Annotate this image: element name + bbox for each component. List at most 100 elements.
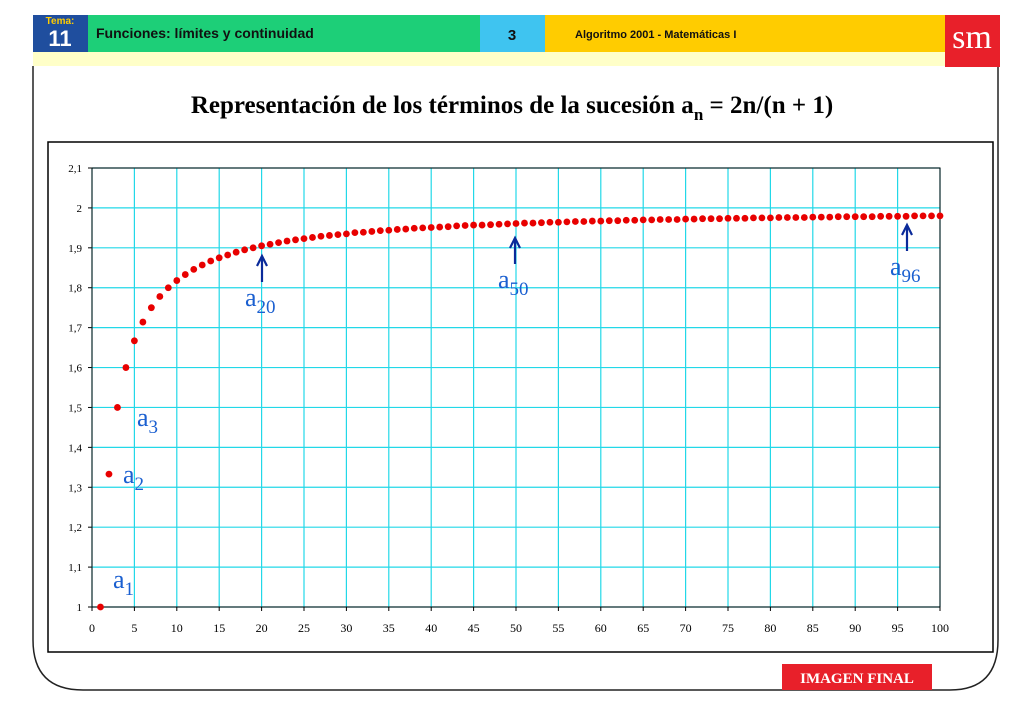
point [809,213,817,221]
point [461,222,469,229]
footer-box [782,664,932,690]
point [682,215,689,223]
point [181,271,189,278]
y-tick-label: 1,9 [68,243,82,255]
x-tick-label: 40 [425,621,437,635]
point [368,228,376,235]
slide-frame [32,66,999,691]
point [343,230,350,238]
point [826,213,834,221]
y-tick-label: 1,3 [68,482,82,494]
point [919,212,927,220]
point [478,221,486,229]
annotation: a2 [123,460,144,495]
point [292,236,299,244]
annotation-text: a [245,283,257,312]
point [563,218,571,226]
point [97,603,104,611]
point [453,222,461,230]
x-tick-label: 85 [807,621,819,635]
x-tick-label: 20 [256,621,268,635]
annotation-text: a [113,565,125,594]
annotation-sub: 50 [510,279,529,300]
x-tick-label: 25 [298,621,310,635]
point [444,223,452,231]
y-tick-label: 1,6 [68,363,82,375]
point [699,215,706,223]
point [902,212,910,220]
point [147,304,155,312]
y-tick-label: 1,1 [68,562,82,574]
point [571,218,579,225]
point [656,216,664,223]
point [122,364,130,371]
y-tick-label: 2 [77,203,83,215]
tema-number: 11 [48,26,71,51]
annotation-sub: 96 [902,266,921,287]
point [410,224,418,232]
point [207,257,215,265]
annotation: a20 [245,283,276,318]
point [427,224,435,231]
point [597,217,605,225]
annotation-arrowhead [901,222,913,236]
point [546,218,554,226]
title-rest: = 2n/(n + 1) [703,92,833,119]
point [393,226,401,233]
book: Algoritmo 2001 - Matemáticas I [575,29,736,41]
x-tick-label: 75 [722,621,734,635]
title-main: Representación de los términos de la suc… [191,92,694,119]
page-box [480,15,545,52]
point [487,221,494,229]
x-tick-label: 70 [680,621,692,635]
point [750,214,757,222]
annotation: a96 [890,252,921,287]
y-tick-label: 1,2 [68,522,82,534]
book-box [545,15,945,52]
point [792,214,800,221]
x-tick-label: 45 [468,621,480,635]
point [555,218,562,226]
point [495,220,503,228]
tema-box [33,15,88,52]
point [936,212,944,220]
y-tick-label: 1,8 [68,283,82,295]
x-tick-label: 80 [764,621,776,635]
point [326,232,333,239]
point [198,261,206,269]
y-tick-label: 1 [77,602,83,614]
y-tick-label: 1,7 [68,323,82,335]
point [928,212,935,220]
page-number: 3 [508,27,516,44]
point [843,213,851,221]
plot: 1 1,1 1,2 1,3 1,4 1,5 1,6 1,7 1,8 1,9 2 2,1 0 5 10 15 20… [68,163,949,635]
point [190,265,198,273]
x-tick-label: 50 [510,621,522,635]
logo: sm [952,19,992,56]
point [614,217,622,225]
point [834,213,842,221]
point [300,235,308,243]
point [529,219,537,227]
x-tick-label: 65 [637,621,649,635]
point [283,237,291,245]
point [775,214,783,221]
point [724,214,732,222]
point [309,234,316,241]
x-tick-label: 10 [171,621,183,635]
annotation: a50 [498,265,529,300]
annotation-arrowhead [256,253,268,267]
point [232,248,240,256]
point [639,216,647,224]
point [877,212,885,220]
point [402,225,410,233]
point [673,216,681,223]
topic: Funciones: límites y continuidad [96,25,314,41]
point [512,220,520,227]
x-tick-label: 35 [383,621,395,635]
point [241,246,249,254]
point [631,216,639,224]
annotation-text: a [890,252,902,281]
annotation: a1 [113,565,134,600]
footer: IMAGEN FINAL [800,671,914,687]
